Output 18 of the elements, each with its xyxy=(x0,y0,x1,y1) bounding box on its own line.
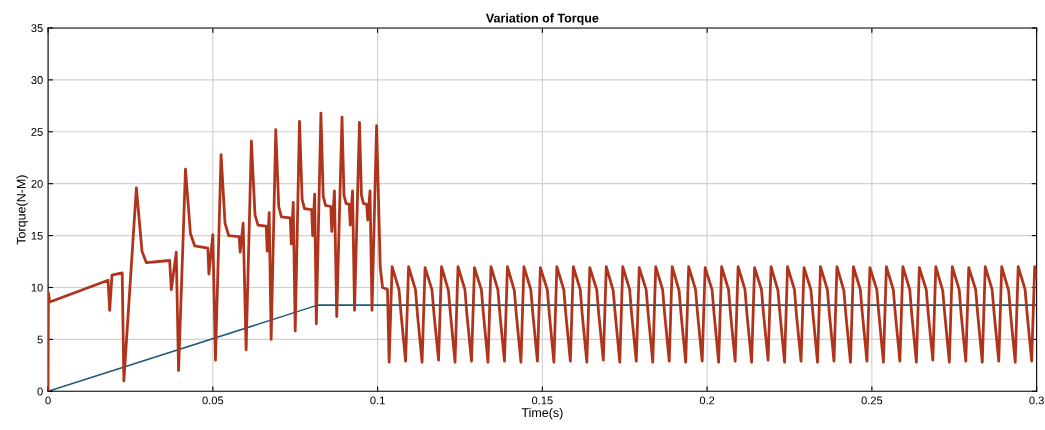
y-tick-label: 35 xyxy=(31,24,43,33)
x-tick-label: 0 xyxy=(45,396,51,405)
y-tick-label: 30 xyxy=(31,76,43,84)
y-tick-label: 15 xyxy=(31,231,43,240)
x-tick-label: 0.1 xyxy=(370,396,385,405)
y-tick-label: 25 xyxy=(31,128,43,136)
y-axis-title: Torque(N-M) xyxy=(16,175,29,245)
y-tick-label: 5 xyxy=(37,335,43,344)
y-tick-label: 20 xyxy=(31,179,43,188)
y-tick-label: 0 xyxy=(37,387,43,396)
x-tick-label: 0.15 xyxy=(531,396,553,405)
y-tick-label: 10 xyxy=(31,283,43,292)
x-tick-label: 0.3 xyxy=(1029,396,1044,405)
x-tick-label: 0.2 xyxy=(699,396,715,405)
x-tick-label: 0.25 xyxy=(861,396,883,405)
x-axis-title: Time(s) xyxy=(521,407,563,420)
x-tick-label: 0.05 xyxy=(202,396,224,405)
chart-title: Variation of Torque xyxy=(485,13,599,25)
